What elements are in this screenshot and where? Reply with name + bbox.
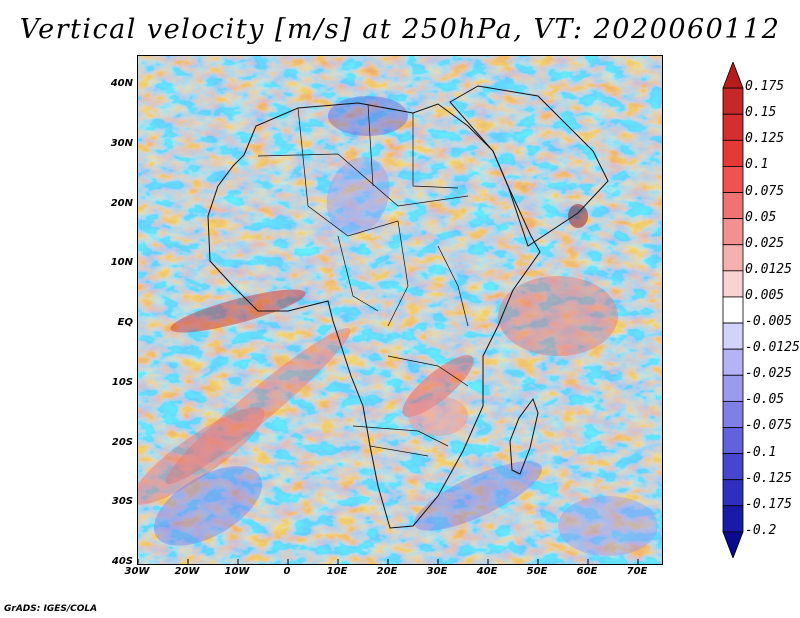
lat-tick-label: 10S <box>111 376 133 388</box>
lon-tick-label: 30E <box>426 566 448 577</box>
colorbar-tick-label: -0.0125 <box>745 340 800 356</box>
lon-tick-label: 30W <box>124 566 150 577</box>
colorbar-tick-label: 0.05 <box>745 209 777 225</box>
grads-credit: GrADS: IGES/COLA <box>4 604 98 614</box>
lon-tick-label: 20E <box>376 566 398 577</box>
velocity-blob <box>568 204 588 228</box>
velocity-field <box>138 56 662 564</box>
lat-tick-label: 40S <box>111 556 133 567</box>
colorbar-tick-label: -0.075 <box>745 418 792 434</box>
lat-tick-label: 10N <box>110 257 133 269</box>
chart-title: Vertical velocity [m/s] at 250hPa, VT: 2… <box>19 14 781 45</box>
velocity-blob <box>413 461 543 531</box>
coastlines <box>207 85 609 529</box>
colorbar-tick-label: -0.2 <box>745 522 777 538</box>
lon-tick-label: 10E <box>326 566 348 577</box>
colorbar-cell <box>722 218 744 246</box>
velocity-blob <box>498 276 618 356</box>
colorbar-tick-label: -0.05 <box>745 392 785 408</box>
colorbar-tick-label: -0.175 <box>745 496 792 512</box>
colorbar <box>722 62 744 558</box>
velocity-blob <box>558 496 658 556</box>
grid-lines <box>138 559 639 564</box>
colorbar-cell <box>722 453 744 481</box>
colorbar-tick-label: 0.125 <box>745 131 785 147</box>
colorbar-cell <box>722 113 744 141</box>
colorbar-tick-label: 0.075 <box>745 183 785 199</box>
colorbar-cell <box>722 479 744 507</box>
colorbar-cell <box>722 139 744 167</box>
colorbar-tick-label: 0.005 <box>745 287 785 303</box>
colorbar-tick-label: 0.0125 <box>745 261 792 277</box>
velocity-blob <box>326 157 390 235</box>
lat-tick-label: 20S <box>111 436 133 448</box>
colorbar-tick-label: 0.1 <box>745 157 769 173</box>
velocity-blob <box>328 96 408 136</box>
lon-tick-label: 10W <box>224 566 250 577</box>
lon-tick-label: 20W <box>174 566 200 577</box>
lat-tick-label: EQ <box>117 317 133 328</box>
colorbar-cell <box>722 505 744 533</box>
lat-tick-label: 40N <box>110 78 133 89</box>
lon-tick-label: 50E <box>526 566 548 577</box>
map-panel <box>137 55 663 565</box>
lon-tick-label: 60E <box>576 566 598 577</box>
colorbar-cell <box>722 192 744 220</box>
arabia-coastline <box>449 85 609 247</box>
country-borders <box>257 103 469 457</box>
colorbar-tick-label: -0.025 <box>745 366 792 382</box>
lon-tick-label: 0 <box>283 566 291 577</box>
velocity-blob <box>408 396 468 436</box>
lon-tick-label: 40E <box>476 566 498 577</box>
colorbar-cell <box>722 296 744 324</box>
colorbar-tick-label: -0.005 <box>745 314 792 330</box>
lon-tick-label: 70E <box>626 566 648 577</box>
velocity-blob <box>153 466 263 546</box>
colorbar-cell <box>722 270 744 298</box>
lat-tick-label: 30N <box>110 137 133 149</box>
colorbar-cell <box>722 531 744 558</box>
velocity-blob <box>138 407 265 505</box>
colorbar-cell <box>722 62 744 89</box>
colorbar-tick-label: 0.15 <box>745 105 777 121</box>
lat-tick-label: 20N <box>110 197 133 209</box>
velocity-blob <box>165 327 351 485</box>
colorbar-tick-label: 0.025 <box>745 235 785 251</box>
velocity-blobs <box>138 96 658 556</box>
colorbar-tick-label: -0.125 <box>745 470 792 486</box>
colorbar-cell <box>722 374 744 402</box>
velocity-blob <box>402 355 474 417</box>
colorbar-cell <box>722 166 744 193</box>
lat-tick-label: 30S <box>111 496 133 508</box>
colorbar-cell <box>722 244 744 272</box>
colorbar-cell <box>722 348 744 376</box>
colorbar-cell <box>722 400 744 428</box>
colorbar-cell <box>722 427 744 454</box>
africa-coastline <box>207 102 541 529</box>
colorbar-tick-label: -0.1 <box>745 444 777 460</box>
colorbar-cell <box>722 87 744 115</box>
velocity-noise-layer <box>138 56 662 564</box>
colorbar-cell <box>722 322 744 350</box>
colorbar-tick-label: 0.175 <box>745 79 785 95</box>
madagascar-coastline <box>509 397 539 475</box>
velocity-blob <box>170 289 306 333</box>
